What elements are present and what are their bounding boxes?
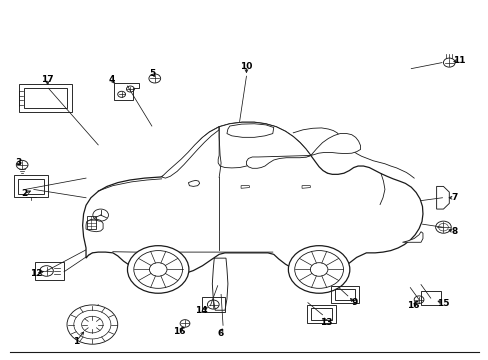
Circle shape [149, 263, 166, 276]
Text: 16: 16 [173, 327, 185, 336]
Circle shape [67, 305, 118, 344]
Polygon shape [161, 127, 219, 178]
Text: 9: 9 [351, 298, 357, 307]
Text: 2: 2 [21, 189, 27, 198]
Circle shape [288, 246, 349, 293]
Polygon shape [241, 186, 249, 188]
Bar [87, 216, 96, 229]
Polygon shape [82, 122, 422, 275]
Polygon shape [188, 180, 199, 186]
Text: 13: 13 [320, 318, 332, 327]
Text: 4: 4 [108, 76, 115, 85]
Text: 14: 14 [195, 306, 207, 315]
Text: 10: 10 [240, 62, 252, 71]
Polygon shape [226, 124, 273, 138]
Polygon shape [302, 186, 310, 188]
Polygon shape [310, 134, 360, 156]
Circle shape [134, 251, 182, 288]
Polygon shape [218, 122, 310, 168]
Text: 5: 5 [149, 69, 156, 78]
Polygon shape [86, 219, 103, 232]
Text: 16: 16 [406, 301, 419, 310]
Polygon shape [246, 156, 310, 168]
Text: 17: 17 [41, 75, 53, 84]
Text: 15: 15 [436, 299, 449, 308]
Text: 11: 11 [452, 56, 465, 65]
Text: 6: 6 [218, 329, 224, 338]
Circle shape [127, 246, 188, 293]
Circle shape [294, 251, 343, 288]
Text: 7: 7 [450, 193, 456, 202]
Text: 3: 3 [15, 158, 21, 167]
Text: 12: 12 [29, 269, 42, 278]
Text: 8: 8 [450, 227, 456, 236]
Text: 1: 1 [73, 337, 79, 346]
Circle shape [310, 263, 327, 276]
Polygon shape [402, 232, 422, 242]
